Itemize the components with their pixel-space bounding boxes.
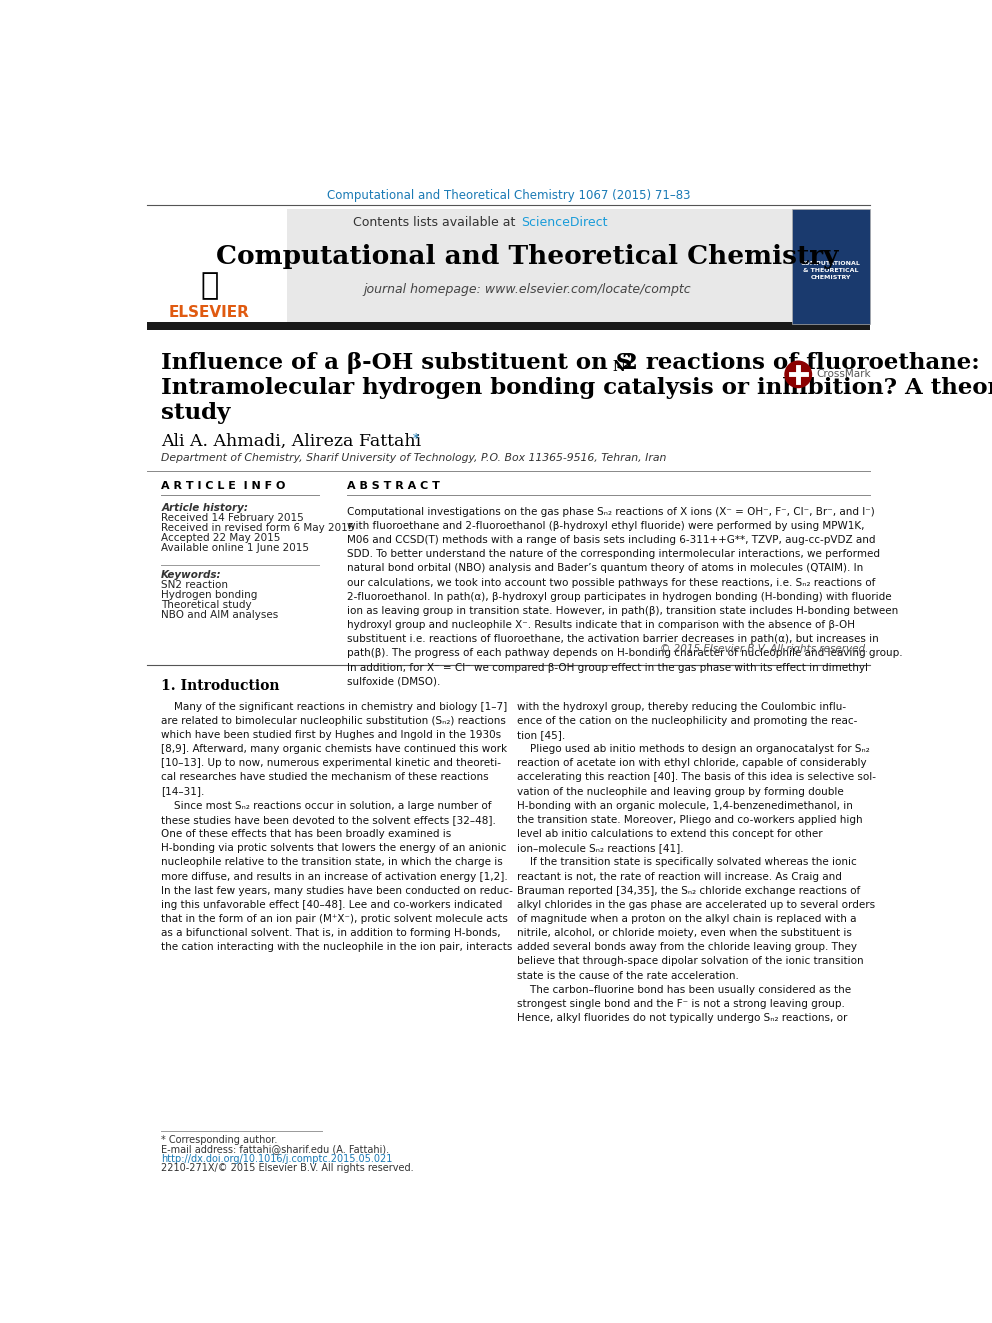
Text: E-mail address: fattahi@sharif.edu (A. Fattahi).: E-mail address: fattahi@sharif.edu (A. F… [161, 1144, 389, 1154]
Text: study: study [161, 402, 230, 423]
Text: * Corresponding author.: * Corresponding author. [161, 1135, 278, 1144]
Text: Keywords:: Keywords: [161, 570, 222, 581]
Text: Hydrogen bonding: Hydrogen bonding [161, 590, 258, 601]
Text: © 2015 Elsevier B.V. All rights reserved.: © 2015 Elsevier B.V. All rights reserved… [660, 644, 868, 655]
Text: ScienceDirect: ScienceDirect [521, 216, 607, 229]
Text: Accepted 22 May 2015: Accepted 22 May 2015 [161, 533, 281, 542]
Text: COMPUTATIONAL
& THEORETICAL
CHEMISTRY: COMPUTATIONAL & THEORETICAL CHEMISTRY [801, 262, 861, 279]
Bar [147, 209, 287, 324]
Text: Received 14 February 2015: Received 14 February 2015 [161, 512, 304, 523]
Text: Computational and Theoretical Chemistry: Computational and Theoretical Chemistry [216, 243, 838, 269]
Text: Contents lists available at: Contents lists available at [353, 216, 519, 229]
Bar [792, 209, 870, 324]
Text: 2210-271X/© 2015 Elsevier B.V. All rights reserved.: 2210-271X/© 2015 Elsevier B.V. All right… [161, 1163, 414, 1174]
Text: CrossMark: CrossMark [816, 369, 872, 380]
Text: Available online 1 June 2015: Available online 1 June 2015 [161, 542, 310, 553]
Text: Ali A. Ahmadi, Alireza Fattahi: Ali A. Ahmadi, Alireza Fattahi [161, 433, 422, 450]
Text: 2 reactions of fluoroethane:: 2 reactions of fluoroethane: [622, 352, 979, 374]
Text: A B S T R A C T: A B S T R A C T [347, 482, 440, 491]
Text: Theoretical study: Theoretical study [161, 601, 252, 610]
Text: A R T I C L E  I N F O: A R T I C L E I N F O [161, 482, 286, 491]
Text: Computational and Theoretical Chemistry 1067 (2015) 71–83: Computational and Theoretical Chemistry … [326, 189, 690, 202]
Text: 1. Introduction: 1. Introduction [161, 679, 280, 693]
Text: Influence of a β-OH substituent on S: Influence of a β-OH substituent on S [161, 352, 633, 374]
Bar [147, 321, 870, 329]
Bar [147, 209, 792, 324]
Text: SN2 reaction: SN2 reaction [161, 581, 228, 590]
Text: ELSEVIER: ELSEVIER [169, 306, 250, 320]
Text: 🌿: 🌿 [200, 271, 218, 300]
Text: NBO and AIM analyses: NBO and AIM analyses [161, 610, 279, 620]
Circle shape [785, 360, 812, 388]
Text: http://dx.doi.org/10.1016/j.comptc.2015.05.021: http://dx.doi.org/10.1016/j.comptc.2015.… [161, 1154, 393, 1164]
Text: Intramolecular hydrogen bonding catalysis or inhibition? A theoretical: Intramolecular hydrogen bonding catalysi… [161, 377, 992, 400]
Text: *: * [413, 433, 420, 446]
Text: journal homepage: www.elsevier.com/locate/comptc: journal homepage: www.elsevier.com/locat… [363, 283, 690, 296]
Text: Department of Chemistry, Sharif University of Technology, P.O. Box 11365-9516, T: Department of Chemistry, Sharif Universi… [161, 454, 667, 463]
Text: with the hydroxyl group, thereby reducing the Coulombic influ-
ence of the catio: with the hydroxyl group, thereby reducin… [517, 701, 876, 1023]
Text: Received in revised form 6 May 2015: Received in revised form 6 May 2015 [161, 523, 354, 533]
Text: Many of the significant reactions in chemistry and biology [1–7]
are related to : Many of the significant reactions in che… [161, 701, 513, 953]
Text: Article history:: Article history: [161, 503, 248, 512]
Text: N: N [612, 360, 625, 373]
Text: Computational investigations on the gas phase Sₙ₂ reactions of X ions (X⁻ = OH⁻,: Computational investigations on the gas … [347, 507, 903, 687]
